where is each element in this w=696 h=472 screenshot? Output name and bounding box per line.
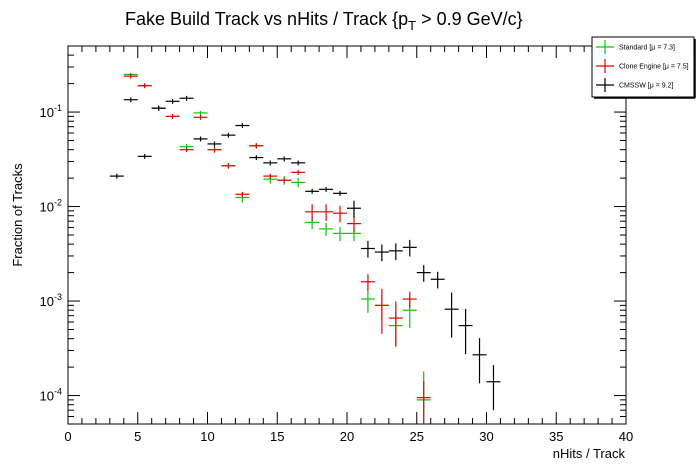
data-point xyxy=(291,160,306,166)
data-point xyxy=(416,381,431,424)
data-point xyxy=(221,163,236,169)
data-point xyxy=(291,178,306,188)
data-point xyxy=(374,244,389,262)
y-tick-label: 10-3 xyxy=(40,292,62,309)
data-point xyxy=(333,205,347,223)
legend-label: CMSSW [μ = 9.2] xyxy=(619,83,673,90)
y-tick-label: 10-1 xyxy=(40,103,62,120)
legend-entry: Standard [μ = 7.3] xyxy=(596,40,675,54)
data-point xyxy=(207,141,222,147)
chart-title: Fake Build Track vs nHits / Track {pT > … xyxy=(125,9,523,33)
data-point xyxy=(305,188,320,194)
data-point xyxy=(151,105,166,111)
series-1 xyxy=(123,72,431,424)
data-point xyxy=(402,291,417,309)
x-tick-label: 35 xyxy=(549,429,563,444)
legend-label: Clone Engine [μ = 7.5] xyxy=(619,64,689,71)
x-tick-label: 40 xyxy=(619,429,633,444)
data-series xyxy=(109,72,501,424)
data-point xyxy=(333,226,347,242)
data-point xyxy=(486,365,501,411)
data-point xyxy=(472,338,487,384)
data-point xyxy=(388,243,403,260)
data-point xyxy=(360,288,375,313)
data-point xyxy=(165,98,180,104)
x-tick-label: 10 xyxy=(200,429,214,444)
chart-title-subscript: T xyxy=(408,18,416,33)
data-point xyxy=(193,110,208,116)
x-axis: 0 5 10 15 20 25 30 35 40 xyxy=(64,46,633,444)
plot-frame xyxy=(67,45,627,425)
data-point xyxy=(402,239,417,257)
data-point xyxy=(165,113,180,119)
data-point xyxy=(291,169,306,175)
data-point xyxy=(374,288,389,334)
data-point xyxy=(430,271,445,289)
data-point xyxy=(458,308,473,355)
data-point xyxy=(360,240,375,258)
data-point xyxy=(305,204,320,221)
data-point xyxy=(319,204,334,221)
data-point xyxy=(263,160,278,166)
y-axis-label: Fraction of Tracks xyxy=(10,163,25,267)
data-point xyxy=(360,274,375,291)
data-point xyxy=(416,265,431,282)
data-point xyxy=(319,186,334,192)
data-point xyxy=(137,153,152,159)
series-2 xyxy=(123,73,431,424)
data-point xyxy=(207,147,222,153)
legend-label: Standard [μ = 7.3] xyxy=(619,45,675,52)
data-point xyxy=(249,143,264,149)
data-point xyxy=(235,191,250,197)
data-point xyxy=(109,173,124,179)
x-tick-label: 30 xyxy=(479,429,493,444)
legend-entry: Clone Engine [μ = 7.5] xyxy=(596,59,689,73)
legend: Standard [μ = 7.3] Clone Engine [μ = 7.5]… xyxy=(591,36,696,99)
y-tick-label: 10-2 xyxy=(40,198,62,215)
data-point xyxy=(221,132,236,138)
chart-title-tail: > 0.9 GeV/c} xyxy=(416,9,523,29)
data-point xyxy=(193,136,208,142)
data-point xyxy=(347,216,361,233)
y-axis: 10-1 10-2 10-3 10-4 xyxy=(40,45,626,425)
data-point xyxy=(137,83,152,89)
data-point xyxy=(388,301,403,347)
legend-entry: CMSSW [μ = 9.2] xyxy=(596,78,673,92)
chart-title-main: Fake Build Track vs nHits / Track {p xyxy=(125,9,408,29)
data-point xyxy=(263,173,278,179)
data-point xyxy=(277,177,292,183)
y-tick-label: 10-4 xyxy=(40,387,62,404)
svg-text:Fake Build Track vs nHits / Tr: Fake Build Track vs nHits / Track {pT > … xyxy=(125,9,523,33)
data-point xyxy=(249,155,264,161)
data-point xyxy=(123,97,138,103)
x-axis-label: nHits / Track xyxy=(553,446,626,461)
data-point xyxy=(319,222,334,236)
x-tick-label: 15 xyxy=(270,429,284,444)
data-point xyxy=(179,95,194,101)
series-3 xyxy=(109,95,501,411)
data-point xyxy=(193,114,208,120)
axis-labels: nHits / Track Fraction of Tracks xyxy=(10,163,625,461)
data-point xyxy=(347,200,361,218)
data-point xyxy=(277,156,292,162)
data-point xyxy=(333,190,347,196)
data-point xyxy=(179,147,194,153)
x-tick-label: 25 xyxy=(410,429,424,444)
x-tick-label: 5 xyxy=(134,429,141,444)
x-tick-label: 0 xyxy=(64,429,71,444)
x-tick-label: 20 xyxy=(340,429,354,444)
data-point xyxy=(123,73,138,79)
data-point xyxy=(444,292,459,338)
data-point xyxy=(235,123,250,129)
plot-border xyxy=(67,45,627,425)
